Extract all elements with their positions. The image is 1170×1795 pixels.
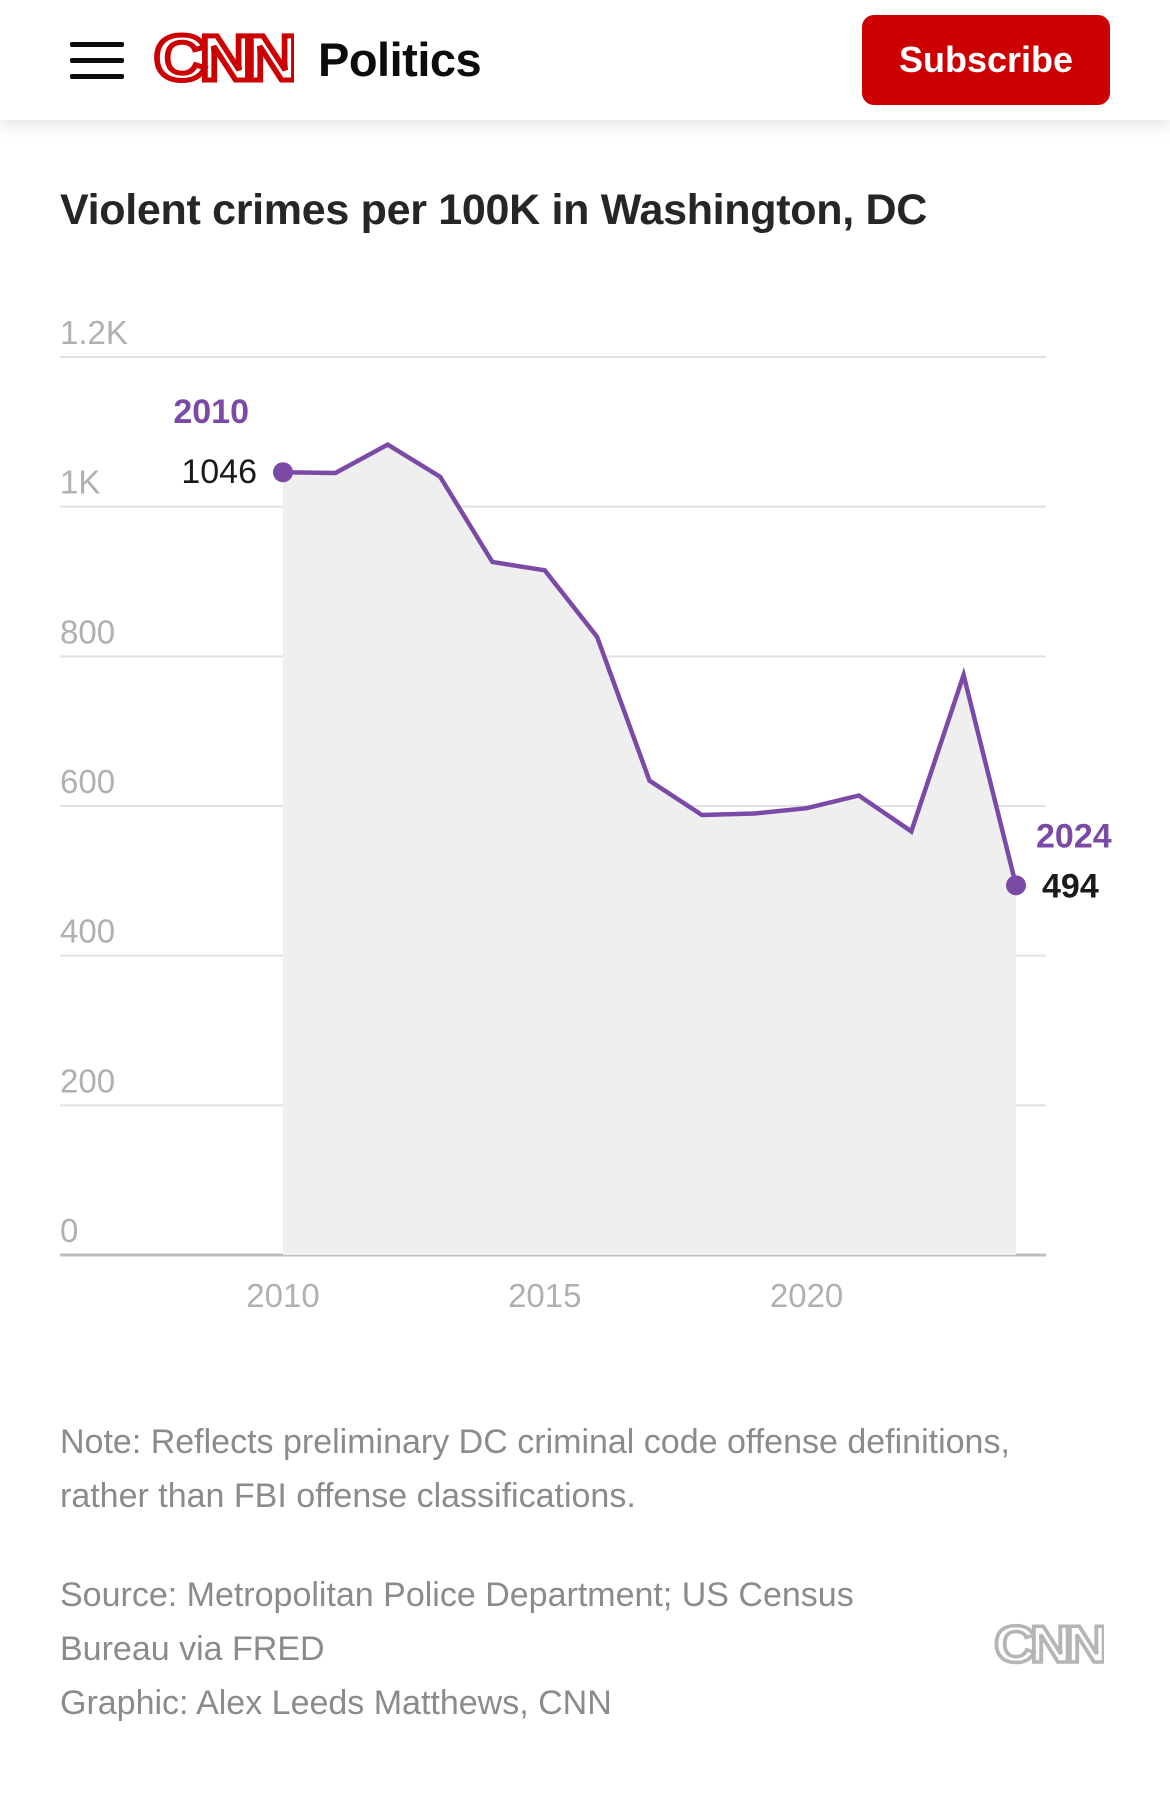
watermark-text: CNN (994, 1616, 1104, 1672)
series-area (283, 444, 1016, 1256)
site-header: CNN Politics Subscribe (0, 0, 1170, 120)
logo-text: CNN (154, 24, 294, 94)
y-tick-label: 800 (60, 613, 115, 650)
y-tick-label: 400 (60, 913, 115, 950)
chart-source: Source: Metropolitan Police Department; … (60, 1568, 940, 1730)
data-labels: 2010 1046 2024 494 (173, 393, 1111, 905)
source-line: Source: Metropolitan Police Department; … (60, 1576, 854, 1614)
chart-note: Note: Reflects preliminary DC criminal c… (60, 1423, 1010, 1515)
data-point (1006, 875, 1026, 896)
credit-line: Graphic: Alex Leeds Matthews, CNN (60, 1684, 612, 1722)
cnn-logo[interactable]: CNN (154, 24, 294, 94)
y-tick-label: 1.2K (60, 314, 128, 351)
section-title[interactable]: Politics (318, 33, 482, 86)
end-year-label: 2024 (1036, 817, 1112, 855)
subscribe-button[interactable]: Subscribe (862, 15, 1110, 105)
area-fill (283, 444, 1016, 1256)
axis-ticks: 0 200 400 600 800 1K 1.2K 2010 2015 2020 (60, 314, 843, 1314)
y-tick-label: 0 (60, 1212, 78, 1249)
x-tick-label: 2015 (508, 1277, 581, 1314)
series-line (273, 442, 1026, 896)
y-tick-label: 600 (60, 763, 115, 800)
source-line: Bureau via FRED (60, 1630, 325, 1668)
chart-title: Violent crimes per 100K in Washington, D… (60, 186, 927, 234)
y-tick-label: 1K (60, 464, 100, 501)
data-point (273, 462, 293, 483)
y-tick-label: 200 (60, 1062, 115, 1099)
line-chart: 0 200 400 600 800 1K 1.2K 2010 2015 2020 2010 1046… (60, 314, 1112, 1314)
x-tick-label: 2010 (246, 1277, 319, 1314)
x-tick-label: 2020 (770, 1277, 843, 1314)
end-value-label: 494 (1042, 867, 1099, 905)
cnn-watermark-logo: CNN (994, 1616, 1104, 1672)
hamburger-menu-icon[interactable] (62, 30, 132, 90)
start-year-label: 2010 (173, 393, 249, 431)
start-value-label: 1046 (181, 453, 257, 491)
series-line-path (280, 442, 1019, 888)
